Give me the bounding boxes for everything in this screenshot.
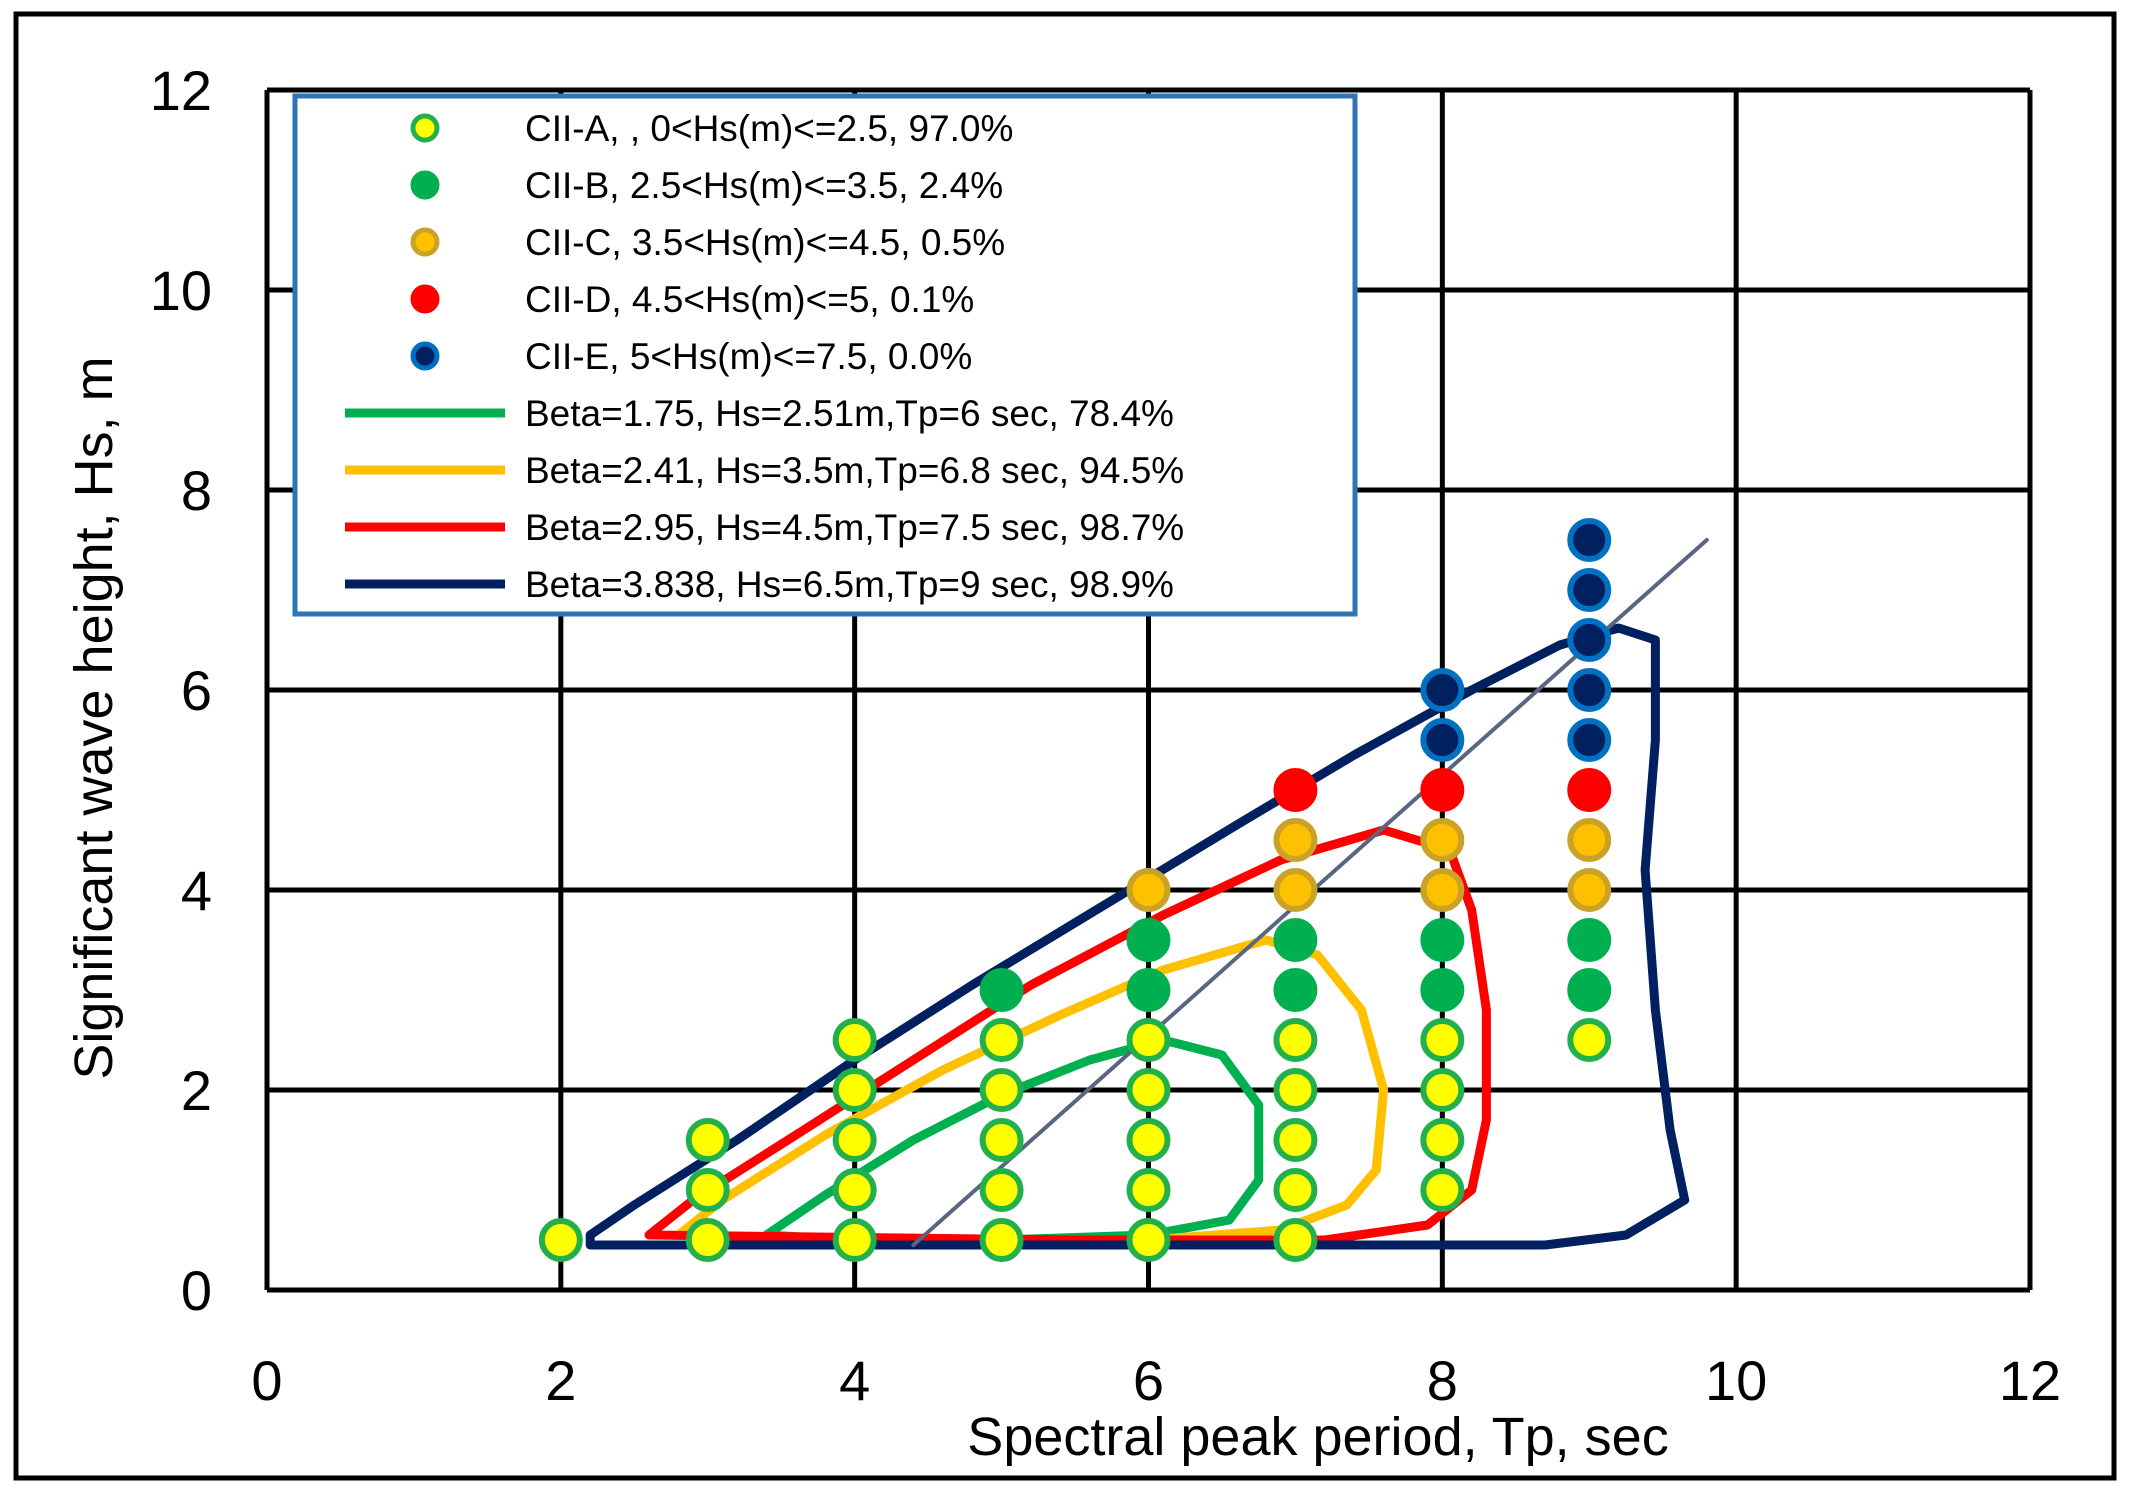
legend-entry-label: Beta=1.75, Hs=2.51m,Tp=6 sec, 78.4%: [525, 393, 1174, 434]
data-point: [1273, 968, 1318, 1012]
data-point: [1273, 918, 1318, 962]
data-point: [979, 1218, 1024, 1262]
x-tick-label: 6: [1133, 1349, 1164, 1412]
data-point: [1273, 1168, 1318, 1212]
legend-entry-label: Beta=2.95, Hs=4.5m,Tp=7.5 sec, 98.7%: [525, 507, 1184, 548]
data-point: [832, 1218, 877, 1262]
data-point: [832, 1118, 877, 1162]
data-point: [979, 1168, 1024, 1212]
x-tick-label: 12: [1999, 1349, 2061, 1412]
y-tick-label: 8: [181, 459, 212, 522]
legend-entry-label: CII-C, 3.5<Hs(m)<=4.5, 0.5%: [525, 222, 1005, 263]
legend-marker: [410, 341, 440, 371]
legend-entry-label: CII-E, 5<Hs(m)<=7.5, 0.0%: [525, 336, 972, 377]
data-point: [1126, 918, 1171, 962]
data-point: [1567, 668, 1612, 712]
legend-marker: [410, 113, 440, 143]
data-point: [979, 968, 1024, 1012]
data-point: [1567, 1018, 1612, 1062]
data-point: [1273, 1218, 1318, 1262]
data-point: [1420, 1118, 1465, 1162]
x-tick-label: 0: [251, 1349, 282, 1412]
data-point: [538, 1218, 583, 1262]
y-tick-label: 10: [150, 259, 212, 322]
data-point: [832, 1168, 877, 1212]
data-point: [1273, 768, 1318, 812]
data-point: [832, 1018, 877, 1062]
legend-entry-label: Beta=3.838, Hs=6.5m,Tp=9 sec, 98.9%: [525, 564, 1174, 605]
tick-labels: 0 2 4 6 8 10 12 0 2 4 6 8 10 12: [150, 59, 2061, 1412]
legend: CII-A, , 0<Hs(m)<=2.5, 97.0% CII-B, 2.5<H…: [292, 93, 1358, 617]
data-point: [1273, 1068, 1318, 1112]
data-point: [1567, 768, 1612, 812]
data-point: [1420, 1168, 1465, 1212]
data-point: [979, 1018, 1024, 1062]
data-point: [1273, 1118, 1318, 1162]
data-point: [1567, 518, 1612, 562]
data-point: [1126, 1168, 1171, 1212]
data-point: [1420, 668, 1465, 712]
data-point: [1567, 818, 1612, 862]
y-tick-label: 2: [181, 1059, 212, 1122]
y-tick-label: 4: [181, 859, 212, 922]
legend-marker: [410, 227, 440, 257]
y-tick-label: 0: [181, 1259, 212, 1322]
legend-entry-label: CII-B, 2.5<Hs(m)<=3.5, 2.4%: [525, 165, 1003, 206]
x-tick-label: 4: [839, 1349, 870, 1412]
contour-line: [585, 623, 1690, 1250]
data-point: [1567, 968, 1612, 1012]
data-point: [1420, 718, 1465, 762]
legend-entry-label: Beta=2.41, Hs=3.5m,Tp=6.8 sec, 94.5%: [525, 450, 1184, 491]
data-point: [1420, 768, 1465, 812]
data-point: [1420, 918, 1465, 962]
x-axis-title: Spectral peak period, Tp, sec: [967, 1407, 1668, 1467]
data-point: [1273, 868, 1318, 912]
data-point: [1126, 1118, 1171, 1162]
data-point: [685, 1118, 730, 1162]
data-point: [1567, 718, 1612, 762]
data-point: [1126, 1018, 1171, 1062]
data-points: [538, 518, 1612, 1262]
data-point: [1420, 818, 1465, 862]
data-point: [1126, 1068, 1171, 1112]
data-point: [685, 1218, 730, 1262]
data-point: [685, 1168, 730, 1212]
data-point: [1420, 1018, 1465, 1062]
data-point: [1273, 818, 1318, 862]
data-point: [1567, 868, 1612, 912]
data-point: [832, 1068, 877, 1112]
data-point: [1273, 1018, 1318, 1062]
contour-line: [673, 935, 1389, 1245]
y-axis-title: Significant wave height, Hs, m: [64, 356, 124, 1079]
data-point: [979, 1068, 1024, 1112]
data-point: [1567, 618, 1612, 662]
legend-entry-label: CII-A, , 0<Hs(m)<=2.5, 97.0%: [525, 108, 1013, 149]
y-tick-label: 6: [181, 659, 212, 722]
x-tick-label: 2: [545, 1349, 576, 1412]
legend-marker: [410, 284, 440, 314]
data-point: [1420, 868, 1465, 912]
data-point: [1420, 1068, 1465, 1112]
data-point: [1567, 568, 1612, 612]
data-point: [979, 1118, 1024, 1162]
y-tick-label: 12: [150, 59, 212, 122]
data-point: [1420, 968, 1465, 1012]
data-point: [1126, 868, 1171, 912]
data-point: [1567, 918, 1612, 962]
legend-marker: [410, 170, 440, 200]
legend-entry-label: CII-D, 4.5<Hs(m)<=5, 0.1%: [525, 279, 974, 320]
data-point: [1126, 1218, 1171, 1262]
x-tick-label: 8: [1427, 1349, 1458, 1412]
x-tick-label: 10: [1705, 1349, 1767, 1412]
data-point: [1126, 968, 1171, 1012]
